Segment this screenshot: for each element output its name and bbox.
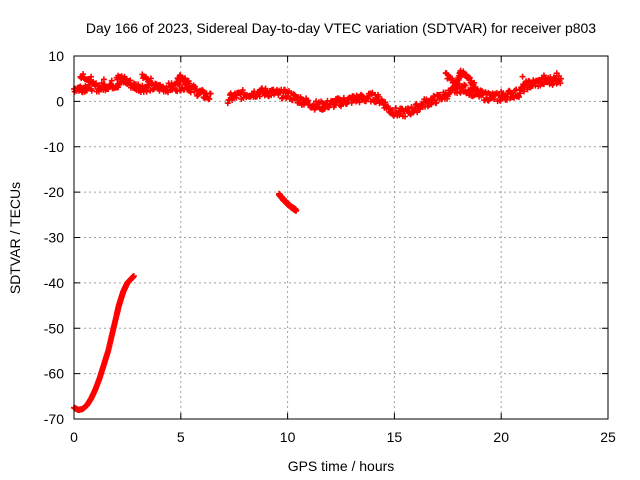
data-point [472,84,479,91]
data-point [408,104,415,111]
data-point [147,75,154,82]
data-point [462,82,469,89]
grid-lines [74,56,608,419]
data-point [428,101,435,108]
y-tick-label: -20 [44,184,64,200]
y-tick-label: 0 [56,93,64,109]
x-tick-label: 25 [600,429,616,445]
x-tick-label: 15 [387,429,403,445]
data-point [268,92,275,99]
data-point [87,77,94,84]
data-point [448,75,455,82]
data-point [206,95,213,102]
data-point [553,70,560,77]
data-point [498,88,505,95]
axis-ticks: 0 5 10 15 20 25 10 0 -10 -20 -30 -40 -50 -60 -70 [44,48,616,445]
data-point [207,90,214,97]
data-point [80,71,87,78]
data-point [293,207,300,214]
data-point [448,76,455,83]
y-tick-label: -60 [44,366,64,382]
y-tick-label: -70 [44,411,64,427]
x-tick-label: 10 [280,429,296,445]
data-point [100,76,107,83]
data-point [199,88,206,95]
data-point [456,75,463,82]
data-point [143,88,150,95]
data-point [517,90,524,97]
data-point [88,73,95,80]
x-axis-title: GPS time / hours [288,458,395,474]
data-point [558,75,565,82]
y-tick-label: -30 [44,230,64,246]
data-point [433,99,440,106]
data-point [503,96,510,103]
x-tick-label: 20 [493,429,509,445]
chart-title: Day 166 of 2023, Sidereal Day-to-day VTE… [86,20,596,36]
y-tick-label: -50 [44,320,64,336]
data-point [122,76,129,83]
y-tick-label: -40 [44,275,64,291]
x-tick-label: 5 [177,429,185,445]
data-point [519,73,526,80]
x-tick-label: 0 [70,429,78,445]
y-tick-label: 10 [48,48,64,64]
y-tick-label: -10 [44,139,64,155]
data-points [71,67,565,413]
data-point [88,87,95,94]
data-point [485,89,492,96]
data-point [186,80,193,87]
data-point [402,113,409,120]
data-point [516,94,522,101]
data-point [147,87,154,94]
data-point [108,77,115,84]
data-point [130,273,137,280]
data-point [239,87,246,94]
data-point [348,99,355,106]
data-point [93,80,100,87]
data-point [457,89,464,96]
data-point [193,86,200,93]
data-point [135,81,142,88]
data-point [540,72,547,79]
y-axis-title: SDTVAR / TECUs [7,182,23,294]
